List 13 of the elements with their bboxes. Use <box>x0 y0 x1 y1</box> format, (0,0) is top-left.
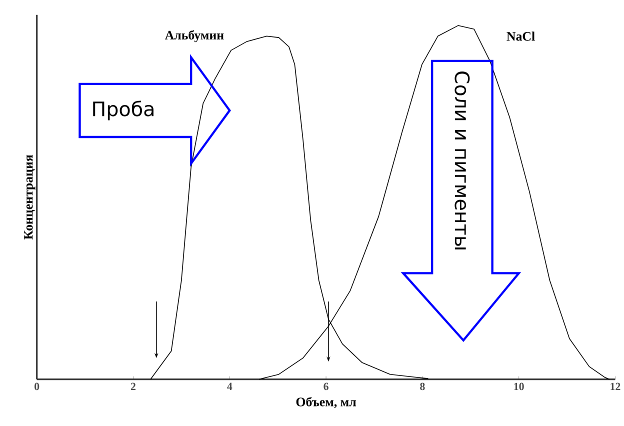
series-label: Альбумин <box>164 30 224 42</box>
annotation: Проба <box>93 100 154 120</box>
x-tick-label: 8 <box>420 382 425 390</box>
annotation: Соли и пигменты <box>454 71 470 250</box>
series-label: NaCl <box>506 32 535 41</box>
x-tick-label: 2 <box>130 382 136 390</box>
x-axis-title: Объем, мл <box>296 396 356 408</box>
x-tick-label: 0 <box>34 382 40 390</box>
x-tick-label: 10 <box>514 382 524 390</box>
x-tick-label: 12 <box>610 382 620 390</box>
y-axis-title: Концентрация <box>24 154 36 240</box>
x-tick-label: 4 <box>227 382 232 390</box>
x-tick-label: 6 <box>324 382 328 390</box>
